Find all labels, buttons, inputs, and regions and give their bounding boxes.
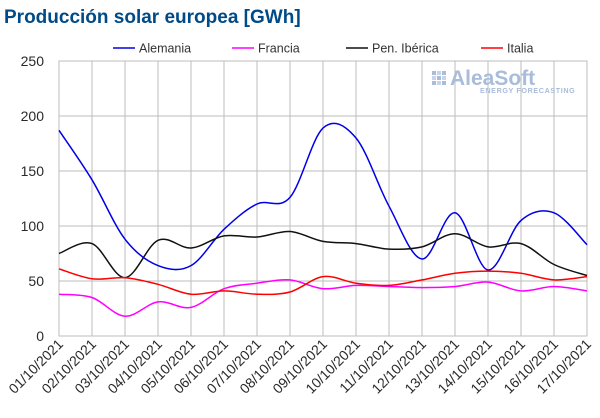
legend-label: Pen. Ibérica [372,42,439,56]
x-axis: 01/10/202102/10/202103/10/202104/10/2021… [5,336,594,397]
chart-title: Producción solar europea [GWh] [4,7,301,28]
y-tick-label: 0 [36,328,44,344]
logo-dots-icon [432,71,446,85]
y-tick-label: 150 [21,163,45,179]
logo-tagline: ENERGY FORECASTING [480,86,575,95]
series-line-alemania [58,122,588,271]
legend: Alemania Francia Pen. Ibérica Italia [113,42,533,56]
plot-area [58,60,588,337]
series-line-francia [58,278,588,317]
y-axis: 0 50 100 150 200 250 [21,53,45,344]
grid [58,60,588,337]
legend-label: Italia [507,42,533,56]
y-tick-label: 250 [21,53,45,69]
series-line-pen-iberica [58,230,588,279]
logo-name: AleaSoft [450,67,535,90]
y-tick-label: 50 [28,273,44,289]
y-tick-label: 200 [21,108,45,124]
series-line-italia [58,268,588,296]
legend-label: Francia [258,42,300,56]
legend-label: Alemania [139,42,191,56]
series-lines [58,122,588,317]
y-tick-label: 100 [21,218,45,234]
aleasoft-logo: AleaSoft ENERGY FORECASTING [432,67,575,95]
